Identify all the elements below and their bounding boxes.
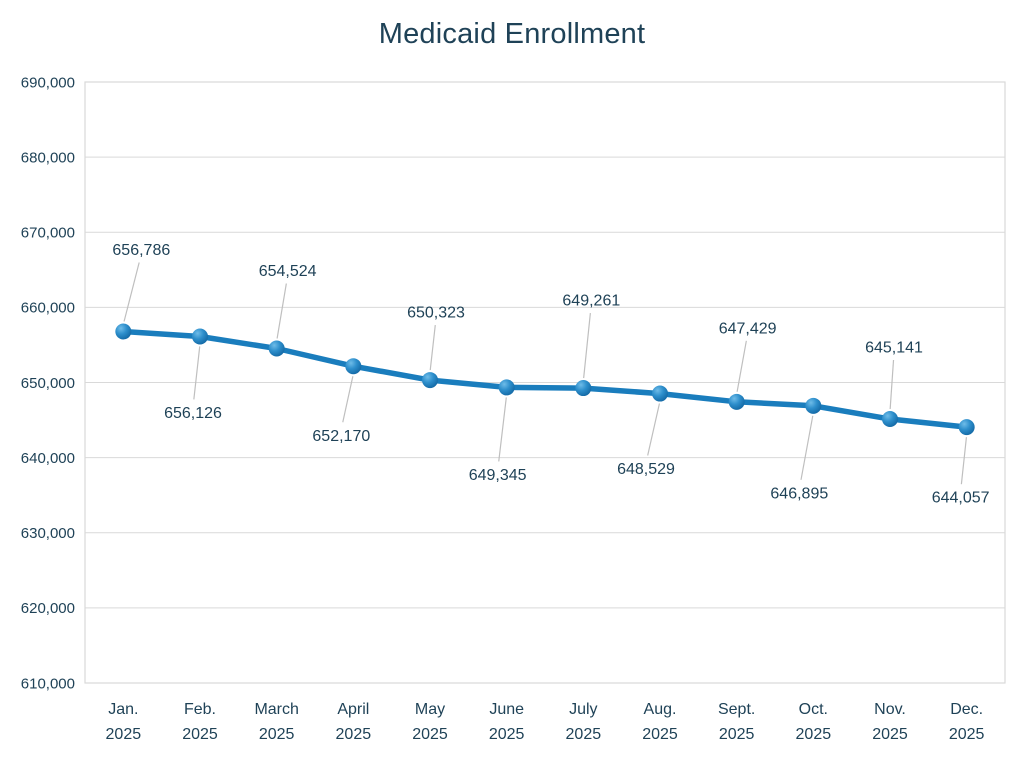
- data-point-label: 648,529: [617, 461, 675, 478]
- data-point-marker: [345, 358, 362, 375]
- data-label-leader-line: [123, 262, 140, 322]
- data-label-leader-line: [498, 397, 507, 462]
- data-label-leader-line: [342, 376, 354, 423]
- x-axis-tick-label-month: Sept.: [718, 701, 755, 718]
- data-point-marker: [268, 340, 285, 357]
- y-axis-tick-label: 680,000: [21, 149, 75, 166]
- data-point-label: 649,345: [469, 467, 527, 484]
- x-axis-tick-label-year: 2025: [489, 726, 525, 743]
- x-axis-tick-label-year: 2025: [796, 726, 832, 743]
- y-axis-tick-label: 650,000: [21, 375, 75, 392]
- x-axis-tick-label-month: March: [254, 701, 298, 718]
- y-axis-tick-label: 660,000: [21, 300, 75, 317]
- x-axis-tick-label-month: July: [569, 701, 597, 718]
- x-axis-tick-label-month: Feb.: [184, 701, 216, 718]
- x-axis-tick-label-month: Aug.: [644, 701, 677, 718]
- data-label-leader-line: [960, 437, 968, 485]
- data-label-leader-line: [276, 283, 287, 339]
- data-label-leader-line: [193, 346, 201, 400]
- data-label-leader-line: [583, 312, 591, 379]
- data-point-marker: [422, 372, 438, 389]
- x-axis-tick-label-year: 2025: [642, 726, 678, 743]
- y-axis-tick-label: 670,000: [21, 225, 75, 242]
- x-axis-tick-label-year: 2025: [719, 726, 755, 743]
- x-axis-tick-label-month: Jan.: [108, 701, 138, 718]
- data-point-label: 652,170: [312, 428, 370, 445]
- y-axis-tick-label: 610,000: [21, 675, 75, 692]
- data-point-marker: [805, 397, 822, 414]
- data-point-label: 645,141: [865, 340, 923, 357]
- y-axis-tick-label: 620,000: [21, 600, 75, 617]
- data-point-label: 650,323: [407, 305, 465, 322]
- enrollment-series-line: [120, 328, 970, 430]
- data-point-marker: [882, 411, 898, 428]
- data-label-leader-line: [800, 415, 814, 480]
- x-axis-tick-label-month: April: [337, 701, 369, 718]
- data-point-label: 647,429: [719, 320, 777, 337]
- x-axis-tick-label-year: 2025: [259, 726, 295, 743]
- data-label-leader-line: [889, 359, 895, 410]
- data-point-marker: [728, 393, 745, 410]
- x-axis-tick-label-year: 2025: [412, 726, 448, 743]
- x-axis-tick-label-year: 2025: [872, 726, 908, 743]
- data-point-label: 656,786: [112, 242, 170, 259]
- data-point-label: 649,261: [562, 293, 620, 310]
- x-axis-tick-label-year: 2025: [566, 726, 602, 743]
- data-point-marker: [115, 323, 132, 340]
- x-axis-tick-label-year: 2025: [949, 726, 985, 743]
- plot-border: [84, 81, 1006, 684]
- chart-title: Medicaid Enrollment: [378, 18, 646, 50]
- x-axis-tick-label-month: Oct.: [799, 701, 828, 718]
- x-axis-tick-label-month: May: [415, 701, 445, 718]
- data-point-label: 646,895: [770, 485, 828, 502]
- data-point-label: 656,126: [164, 405, 222, 422]
- x-axis-tick-label-month: Nov.: [874, 701, 906, 718]
- y-axis-tick-label: 640,000: [21, 450, 75, 467]
- x-axis-tick-label-year: 2025: [336, 726, 372, 743]
- data-point-label: 644,057: [932, 490, 990, 507]
- data-point-marker: [958, 419, 975, 436]
- data-point-label: 654,524: [259, 263, 317, 280]
- data-label-leader-line: [736, 340, 747, 392]
- x-axis-tick-label-month: Dec.: [950, 701, 983, 718]
- data-label-leader-line: [429, 325, 436, 371]
- data-point-marker: [192, 328, 208, 345]
- data-point-marker: [498, 379, 515, 396]
- data-point-marker: [652, 385, 668, 402]
- x-axis-tick-label-year: 2025: [106, 726, 142, 743]
- data-label-leader-line: [647, 403, 661, 456]
- data-point-marker: [575, 380, 592, 397]
- y-axis-tick-label: 630,000: [21, 525, 75, 542]
- y-axis-tick-label: 690,000: [21, 74, 75, 91]
- x-axis-tick-label-year: 2025: [182, 726, 218, 743]
- x-axis-tick-label-month: June: [489, 701, 524, 718]
